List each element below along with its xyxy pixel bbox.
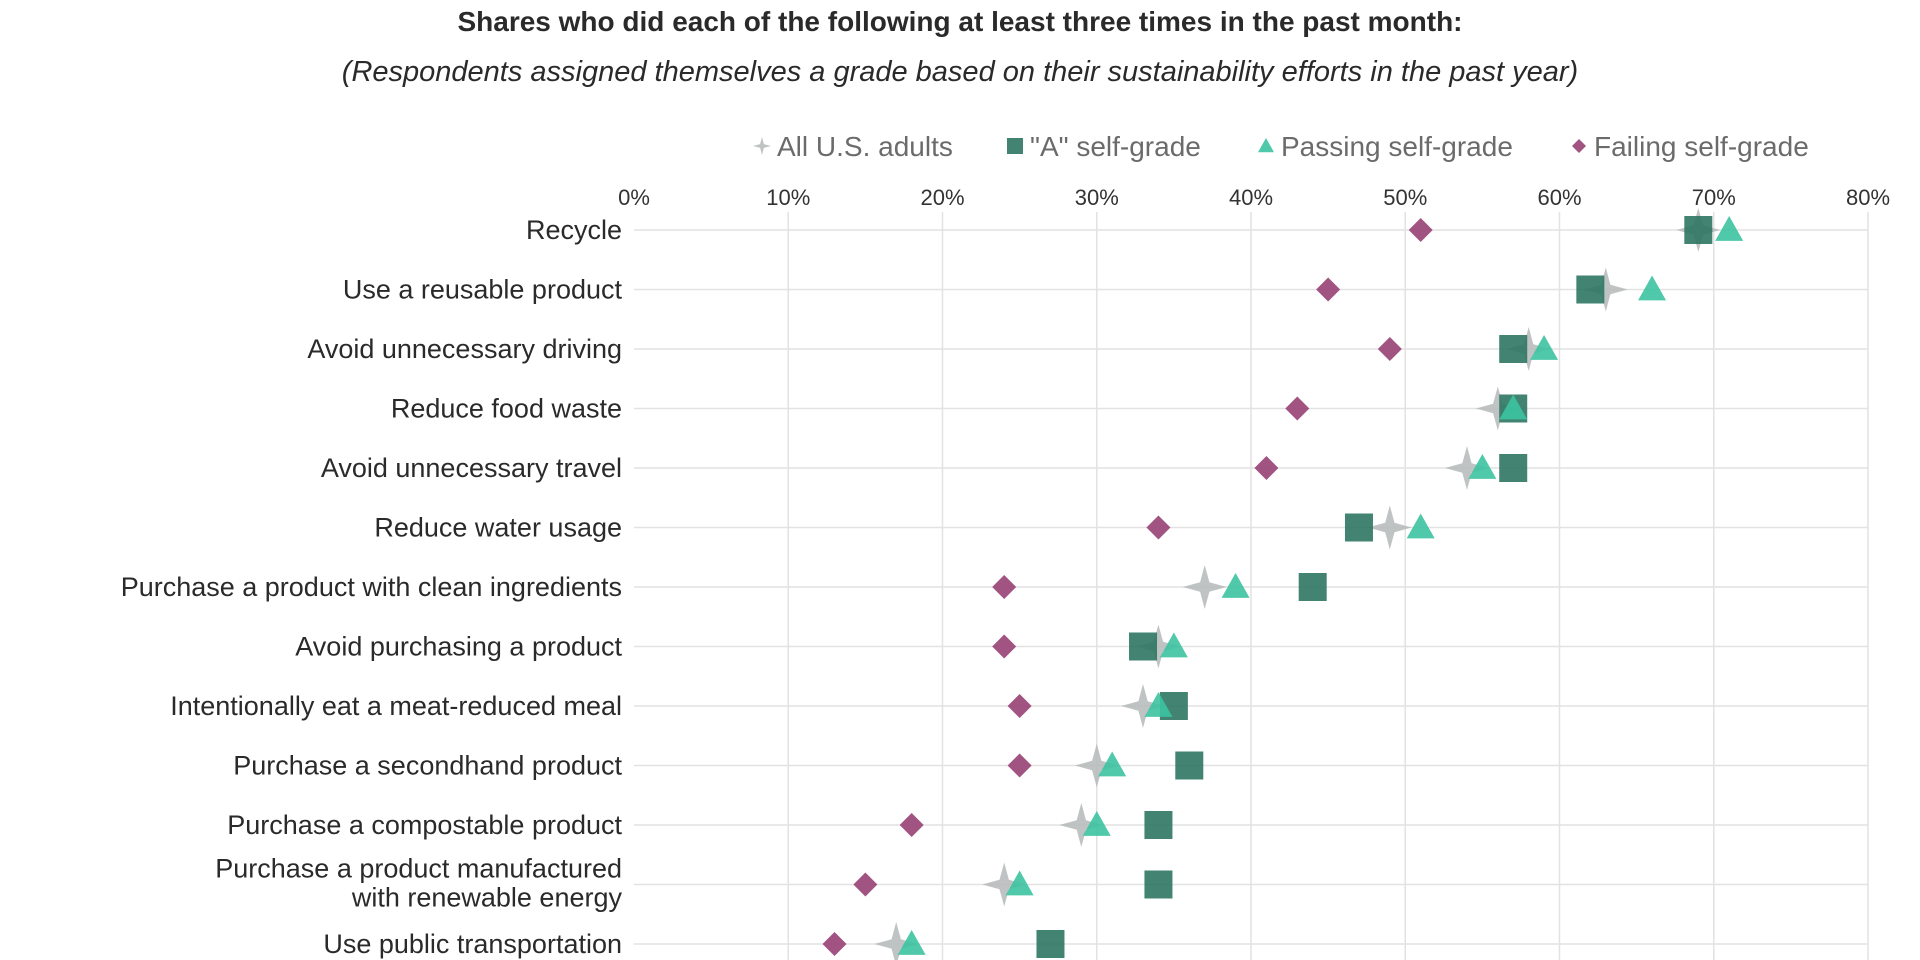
x-tick-label: 80% (1846, 185, 1890, 210)
category-label: Purchase a product manufactured with rene… (215, 854, 622, 913)
point-square (1175, 751, 1204, 780)
legend-marker-diamond (1572, 139, 1586, 153)
category-label: Purchase a compostable product (227, 810, 622, 840)
legend-marker-square (1007, 138, 1023, 154)
category-label: Reduce water usage (374, 513, 622, 543)
point-square (1129, 632, 1158, 661)
point-star (1506, 327, 1551, 371)
category-label: Reduce food waste (391, 394, 622, 424)
point-diamond (1408, 218, 1433, 242)
legend: All U.S. adults "A" self-grade Passing sel… (753, 131, 1809, 162)
legend-marker-triangle (1258, 138, 1274, 153)
chart-subtitle: (Respondents assigned themselves a grade… (341, 56, 1579, 88)
point-star (1121, 684, 1165, 728)
chart-title: Shares who did each of the following at … (457, 6, 1463, 37)
point-star (1074, 743, 1119, 788)
point-square (1344, 513, 1373, 542)
point-square (1684, 216, 1713, 244)
x-tick-label: 30% (1075, 185, 1119, 210)
data-marks (822, 208, 1744, 960)
point-square (1144, 870, 1173, 899)
point-diamond (1316, 277, 1341, 302)
point-diamond (1254, 456, 1279, 480)
point-triangle (1082, 811, 1111, 836)
category-label: Use a reusable product (343, 275, 623, 305)
point-triangle (1638, 275, 1667, 301)
point-triangle (1144, 692, 1173, 717)
point-star (1583, 267, 1628, 312)
point-triangle (1005, 870, 1034, 896)
point-diamond (853, 872, 878, 897)
point-triangle (1499, 394, 1528, 420)
point-diamond (992, 634, 1017, 659)
point-triangle (1159, 632, 1188, 658)
point-triangle (897, 930, 926, 955)
category-label: Avoid purchasing a product (295, 632, 622, 662)
point-star (1059, 803, 1104, 847)
point-diamond (1285, 396, 1310, 421)
category-label: Intentionally eat a meat-reduced meal (170, 691, 622, 721)
point-star (1367, 505, 1412, 550)
point-triangle (1468, 454, 1497, 479)
x-tick-label: 50% (1383, 185, 1427, 210)
legend-label: All U.S. adults (777, 131, 953, 162)
x-tick-label: 10% (766, 185, 810, 210)
point-triangle (1221, 573, 1250, 598)
category-label: Use public transportation (323, 929, 622, 959)
legend-label: "A" self-grade (1030, 131, 1201, 162)
point-square (1576, 275, 1605, 304)
point-square (1144, 811, 1173, 839)
point-triangle (1098, 751, 1127, 777)
point-star (1475, 386, 1520, 431)
point-square (1036, 930, 1065, 958)
point-star (1445, 446, 1489, 490)
x-tick-label: 20% (920, 185, 964, 210)
category-label: Avoid unnecessary driving (307, 334, 622, 364)
point-star (1182, 565, 1227, 609)
point-star (874, 922, 919, 960)
legend-label: Failing self-grade (1594, 131, 1809, 162)
category-label: Purchase a secondhand product (233, 751, 622, 781)
category-label: Purchase a product with clean ingredient… (121, 572, 622, 602)
point-star (982, 862, 1027, 907)
category-label: Avoid unnecessary travel (321, 453, 622, 483)
legend-marker-star (753, 137, 771, 155)
point-star (1136, 624, 1181, 669)
point-triangle (1715, 216, 1744, 241)
point-diamond (992, 575, 1017, 599)
point-diamond (1377, 337, 1402, 361)
point-diamond (822, 932, 847, 956)
point-diamond (899, 813, 924, 837)
x-tick-label: 70% (1692, 185, 1736, 210)
point-triangle (1406, 513, 1435, 539)
point-triangle (1530, 335, 1559, 360)
category-labels: Recycle Use a reusable product Avoid unnec… (121, 215, 623, 959)
x-tick-label: 40% (1229, 185, 1273, 210)
category-label: Recycle (526, 215, 622, 245)
x-tick-label: 60% (1537, 185, 1581, 210)
x-axis-ticks: 0% 10% 20% 30% 40% 50% 60% 70% 80% (618, 185, 1890, 210)
point-diamond (1146, 515, 1171, 540)
point-square (1499, 454, 1528, 482)
x-tick-label: 0% (618, 185, 650, 210)
point-square (1298, 573, 1327, 601)
legend-label: Passing self-grade (1281, 131, 1513, 162)
gridlines (634, 212, 1869, 960)
point-diamond (1007, 753, 1032, 778)
point-square (1499, 335, 1528, 363)
point-diamond (1007, 694, 1032, 718)
